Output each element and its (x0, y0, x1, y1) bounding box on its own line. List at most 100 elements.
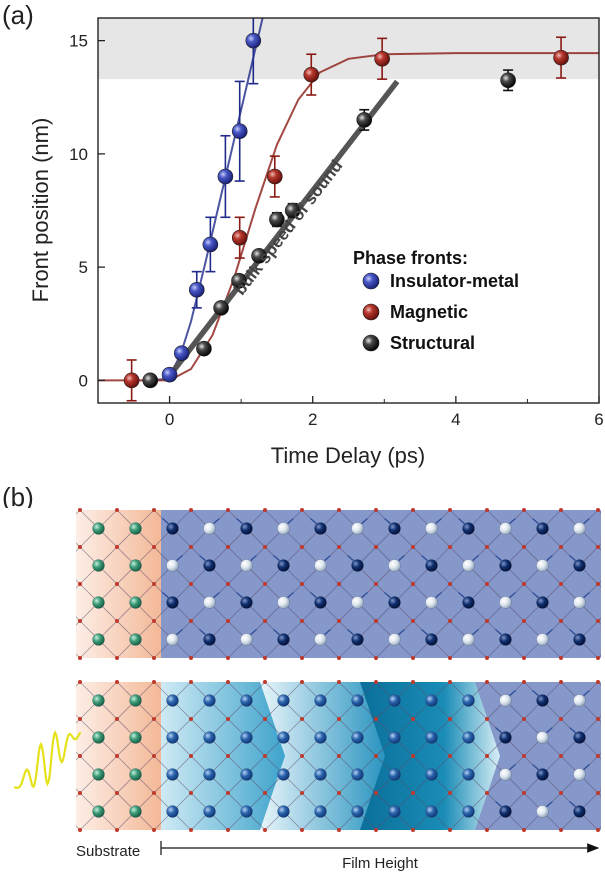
oxygen-atom (559, 545, 563, 549)
ni-plus-atom (425, 596, 438, 609)
ni3-atom (351, 694, 364, 707)
oxygen-atom (78, 656, 82, 660)
oxygen-atom (522, 680, 526, 684)
spin-arrow-icon (583, 518, 590, 524)
spin-arrow-icon (398, 629, 405, 635)
spin-arrow-icon (532, 690, 539, 696)
ni3-atom (462, 768, 475, 781)
oxygen-atom (559, 791, 563, 795)
spin-arrow-icon (495, 727, 502, 733)
ni-plus-atom (425, 522, 438, 535)
oxygen-atom (263, 582, 267, 586)
oxygen-atom (596, 619, 600, 623)
oxygen-atom (263, 508, 267, 512)
data-point (269, 211, 285, 228)
oxygen-atom (189, 508, 193, 512)
oxygen-atom (559, 717, 563, 721)
spin-arrow-icon (162, 592, 169, 598)
data-point (173, 345, 190, 361)
lattice-bond (560, 681, 605, 727)
oxygen-atom (522, 754, 526, 758)
data-point (374, 50, 390, 67)
y-tick-label: 0 (79, 371, 88, 390)
data-point (196, 340, 212, 357)
ni-minus-atom (573, 559, 586, 572)
data-point (303, 66, 320, 83)
oxygen-atom (263, 717, 267, 721)
lattice-mask (0, 508, 76, 660)
oxygen-atom (300, 619, 304, 623)
ni3-atom (314, 805, 327, 818)
data-point (231, 272, 247, 289)
x-tick-label: 0 (165, 410, 174, 429)
light-pulse-icon (13, 730, 82, 789)
oxygen-atom (485, 508, 489, 512)
oxygen-atom (337, 545, 341, 549)
spin-arrow-icon (532, 592, 539, 598)
oxygen-atom (411, 717, 415, 721)
oxygen-atom (78, 680, 82, 684)
spin-arrow-icon (509, 690, 516, 696)
oxygen-atom (189, 619, 193, 623)
ni-plus-atom (166, 559, 179, 572)
spin-arrow-icon (324, 555, 331, 561)
oxygen-atom (189, 545, 193, 549)
oxygen-atom (559, 508, 563, 512)
legend-label: Structural (390, 333, 475, 353)
ni-plus-atom (573, 768, 586, 781)
oxygen-atom (189, 656, 193, 660)
oxygen-atom (300, 754, 304, 758)
ni3-atom (314, 731, 327, 744)
oxygen-atom (337, 508, 341, 512)
spin-arrow-icon (250, 555, 257, 561)
oxygen-atom (226, 619, 230, 623)
oxygen-atom (374, 791, 378, 795)
oxygen-atom (522, 656, 526, 660)
spin-arrow-icon (421, 555, 428, 561)
ni3-atom (203, 694, 216, 707)
oxygen-atom (300, 545, 304, 549)
oxygen-atom (78, 582, 82, 586)
oxygen-atom (411, 582, 415, 586)
spin-arrow-icon (546, 801, 553, 807)
oxygen-atom (485, 680, 489, 684)
spin-arrow-icon (273, 555, 280, 561)
ni-plus-atom (499, 596, 512, 609)
oxygen-atom (374, 656, 378, 660)
substrate-atom (92, 731, 105, 744)
oxygen-atom (448, 656, 452, 660)
ni-plus-atom (240, 559, 253, 572)
ni3-atom (240, 805, 253, 818)
ni-minus-atom (499, 805, 512, 818)
oxygen-atom (448, 791, 452, 795)
data-point (500, 72, 516, 89)
ni-plus-atom (573, 694, 586, 707)
oxygen-atom (559, 680, 563, 684)
ni-minus-atom (240, 596, 253, 609)
ni-plus-atom (536, 805, 549, 818)
oxygen-atom (115, 680, 119, 684)
oxygen-atom (263, 828, 267, 832)
spin-arrow-icon (176, 555, 183, 561)
oxygen-atom (411, 656, 415, 660)
lattice-bond (560, 785, 605, 831)
ni-minus-atom (425, 633, 438, 646)
x-axis-label: Time Delay (ps) (271, 443, 425, 468)
oxygen-atom (226, 545, 230, 549)
ni3-atom (462, 694, 475, 707)
oxygen-atom (152, 619, 156, 623)
oxygen-atom (300, 828, 304, 832)
data-point (356, 112, 373, 128)
spin-arrow-icon (287, 518, 294, 524)
substrate-atom (92, 596, 105, 609)
oxygen-atom (226, 582, 230, 586)
ni-minus-atom (166, 596, 179, 609)
oxygen-atom (152, 717, 156, 721)
x-tick-label: 2 (308, 410, 317, 429)
ni3-atom (203, 768, 216, 781)
oxygen-atom (411, 754, 415, 758)
ni-minus-atom (240, 522, 253, 535)
ni-plus-atom (277, 522, 290, 535)
spin-arrow-icon (236, 518, 243, 524)
ni3-atom (425, 805, 438, 818)
